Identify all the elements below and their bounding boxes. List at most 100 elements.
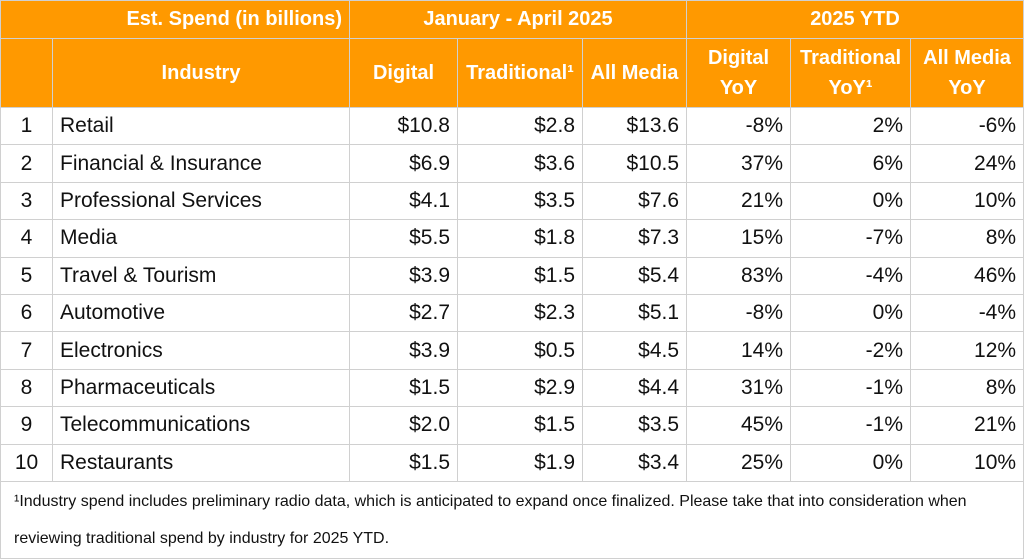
- digital-yoy-cell: 25%: [686, 443, 792, 482]
- traditional-cell: $1.5: [457, 256, 583, 295]
- digital-yoy-cell: 83%: [686, 256, 792, 295]
- industry-cell: Electronics: [52, 331, 350, 370]
- all-media-yoy-cell: 12%: [910, 331, 1024, 370]
- all-media-yoy-cell: 46%: [910, 256, 1024, 295]
- digital-yoy-header: Digital YoY: [686, 38, 792, 108]
- table-row: 2 Financial & Insurance $6.9 $3.6 $10.5 37% 6%…: [0, 144, 1024, 183]
- all-media-yoy-cell: 10%: [910, 181, 1024, 221]
- all-media-cell: $13.6: [581, 106, 688, 146]
- traditional-yoy-cell: -7%: [790, 219, 912, 258]
- table-row: 3 Professional Services $4.1 $3.5 $7.6 21% 0% 1…: [0, 181, 1024, 221]
- traditional-yoy-cell: -1%: [790, 406, 912, 445]
- traditional-yoy-cell: 0%: [790, 443, 912, 482]
- digital-cell: $1.5: [349, 443, 458, 482]
- all-media-cell: $5.4: [581, 256, 688, 295]
- all-media-cell: $4.4: [581, 368, 688, 408]
- industry-cell: Pharmaceuticals: [52, 368, 350, 408]
- industry-header: Industry: [52, 38, 350, 108]
- table-row: 6 Automotive $2.7 $2.3 $5.1 -8% 0% -4%: [0, 293, 1024, 333]
- rank-cell: 6: [0, 293, 53, 333]
- digital-cell: $2.7: [349, 293, 458, 333]
- all-media-yoy-cell: 8%: [910, 368, 1024, 408]
- all-media-yoy-header: All Media YoY: [910, 38, 1024, 108]
- rank-cell: 5: [0, 256, 53, 295]
- table-row: 10 Restaurants $1.5 $1.9 $3.4 25% 0% 10%: [0, 443, 1024, 482]
- all-media-cell: $4.5: [581, 331, 688, 370]
- all-media-yoy-cell: 24%: [910, 144, 1024, 183]
- digital-cell: $2.0: [349, 406, 458, 445]
- all-media-header: All Media: [581, 38, 688, 108]
- rank-cell: 9: [0, 406, 53, 445]
- digital-yoy-cell: 31%: [686, 368, 792, 408]
- digital-header: Digital: [349, 38, 458, 108]
- traditional-header: Traditional¹: [457, 38, 583, 108]
- rank-cell: 10: [0, 443, 53, 482]
- all-media-yoy-cell: 8%: [910, 219, 1024, 258]
- digital-cell: $5.5: [349, 219, 458, 258]
- traditional-yoy-cell: 0%: [790, 181, 912, 221]
- header-line: YoY: [948, 77, 986, 99]
- traditional-yoy-cell: 0%: [790, 293, 912, 333]
- header-line: Traditional: [799, 47, 902, 69]
- industry-cell: Automotive: [52, 293, 350, 333]
- all-media-yoy-cell: -4%: [910, 293, 1024, 333]
- all-media-cell: $7.3: [581, 219, 688, 258]
- all-media-yoy-cell: -6%: [910, 106, 1024, 146]
- traditional-yoy-cell: 6%: [790, 144, 912, 183]
- table-row: 4 Media $5.5 $1.8 $7.3 15% -7% 8%: [0, 219, 1024, 258]
- all-media-cell: $3.4: [581, 443, 688, 482]
- traditional-yoy-cell: -4%: [790, 256, 912, 295]
- rank-cell: 8: [0, 368, 53, 408]
- table-row: 9 Telecommunications $2.0 $1.5 $3.5 45% -1% 21%: [0, 406, 1024, 445]
- traditional-cell: $2.9: [457, 368, 583, 408]
- all-media-cell: $5.1: [581, 293, 688, 333]
- rank-cell: 2: [0, 144, 53, 183]
- industry-cell: Professional Services: [52, 181, 350, 221]
- traditional-cell: $2.3: [457, 293, 583, 333]
- all-media-yoy-cell: 21%: [910, 406, 1024, 445]
- traditional-yoy-header: Traditional YoY¹: [790, 38, 912, 108]
- industry-cell: Telecommunications: [52, 406, 350, 445]
- digital-yoy-cell: 45%: [686, 406, 792, 445]
- all-media-cell: $7.6: [581, 181, 688, 221]
- all-media-cell: $3.5: [581, 406, 688, 445]
- traditional-cell: $2.8: [457, 106, 583, 146]
- traditional-cell: $1.5: [457, 406, 583, 445]
- digital-cell: $6.9: [349, 144, 458, 183]
- digital-yoy-cell: -8%: [686, 106, 792, 146]
- traditional-cell: $0.5: [457, 331, 583, 370]
- footnote: ¹Industry spend includes preliminary rad…: [0, 480, 1024, 559]
- traditional-cell: $1.8: [457, 219, 583, 258]
- industry-cell: Restaurants: [52, 443, 350, 482]
- digital-cell: $1.5: [349, 368, 458, 408]
- industry-cell: Travel & Tourism: [52, 256, 350, 295]
- traditional-cell: $3.6: [457, 144, 583, 183]
- digital-cell: $3.9: [349, 331, 458, 370]
- header-line: YoY: [719, 77, 758, 99]
- digital-cell: $3.9: [349, 256, 458, 295]
- digital-yoy-cell: 14%: [686, 331, 792, 370]
- digital-yoy-cell: -8%: [686, 293, 792, 333]
- table-row: 1 Retail $10.8 $2.8 $13.6 -8% 2% -6%: [0, 106, 1024, 146]
- all-media-cell: $10.5: [581, 144, 688, 183]
- digital-yoy-cell: 21%: [686, 181, 792, 221]
- industry-cell: Retail: [52, 106, 350, 146]
- industry-cell: Media: [52, 219, 350, 258]
- traditional-yoy-cell: 2%: [790, 106, 912, 146]
- digital-yoy-cell: 37%: [686, 144, 792, 183]
- all-media-yoy-cell: 10%: [910, 443, 1024, 482]
- table-row: 5 Travel & Tourism $3.9 $1.5 $5.4 83% -4% 46%: [0, 256, 1024, 295]
- rank-cell: 4: [0, 219, 53, 258]
- rank-header: [0, 38, 53, 108]
- traditional-cell: $3.5: [457, 181, 583, 221]
- table-row: 8 Pharmaceuticals $1.5 $2.9 $4.4 31% -1% 8%: [0, 368, 1024, 408]
- industry-cell: Financial & Insurance: [52, 144, 350, 183]
- rank-cell: 3: [0, 181, 53, 221]
- rank-cell: 1: [0, 106, 53, 146]
- header-line: Digital: [707, 47, 770, 69]
- digital-yoy-cell: 15%: [686, 219, 792, 258]
- table-row: 7 Electronics $3.9 $0.5 $4.5 14% -2% 12%: [0, 331, 1024, 370]
- traditional-yoy-cell: -2%: [790, 331, 912, 370]
- digital-cell: $4.1: [349, 181, 458, 221]
